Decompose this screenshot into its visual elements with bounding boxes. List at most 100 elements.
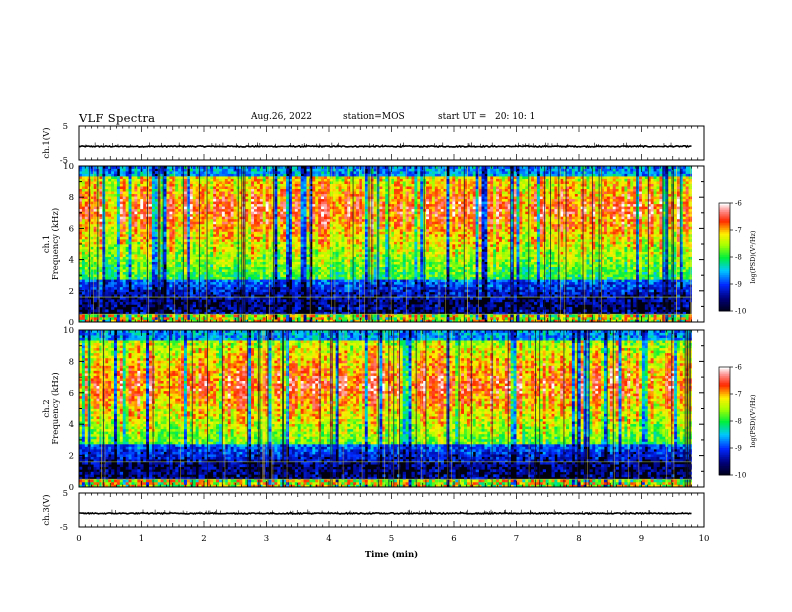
spectrogram-cell — [137, 194, 140, 197]
spectrogram-cell — [143, 226, 146, 229]
spectrogram-cell — [126, 184, 129, 187]
spectrogram-cell — [132, 264, 135, 267]
spectrogram-cell — [108, 317, 111, 320]
spectrogram-cell — [143, 289, 146, 292]
spectrogram-cell — [105, 254, 108, 257]
spectrogram-cell — [134, 282, 137, 285]
spectrogram-cell — [167, 211, 170, 214]
spectrogram-cell — [155, 274, 158, 277]
spectrogram-cell — [155, 314, 158, 317]
spectrogram-cell — [140, 196, 143, 199]
spectrogram-cell — [105, 289, 108, 292]
spectrogram-cell — [155, 247, 158, 250]
spectrogram-cell — [134, 289, 137, 292]
spectrogram-cell — [94, 239, 97, 242]
spectrogram-cell — [126, 287, 129, 290]
spectrogram-cell — [167, 252, 170, 255]
spectrogram-cell — [123, 252, 126, 255]
spectrogram-cell — [85, 206, 88, 209]
spectrogram-cell — [108, 272, 111, 275]
spectrogram-cell — [149, 229, 152, 232]
spectrogram-cell — [155, 176, 158, 179]
spectrogram-cell — [155, 199, 158, 202]
spectrogram-cell — [82, 184, 85, 187]
spectrogram-cell — [94, 262, 97, 265]
spectrogram-cell — [111, 314, 114, 317]
spectrogram-cell — [120, 287, 123, 290]
spectrogram-cell — [134, 179, 137, 182]
spectrogram-cell — [105, 267, 108, 270]
spectrogram-cell — [126, 299, 129, 302]
spectrogram-cell — [105, 236, 108, 239]
spectrogram-cell — [117, 216, 120, 219]
spectrogram-cell — [140, 254, 143, 257]
spectrogram-cell — [137, 184, 140, 187]
spectrogram-cell — [117, 239, 120, 242]
spectrogram-cell — [123, 299, 126, 302]
spectrogram-cell — [140, 189, 143, 192]
spectrogram-cell — [117, 181, 120, 184]
spectrogram-cell — [105, 214, 108, 217]
spectrogram-cell — [117, 176, 120, 179]
spectrogram-cell — [126, 282, 129, 285]
spectrogram-cell — [117, 244, 120, 247]
spectrogram-cell — [132, 249, 135, 252]
spectrogram-cell — [143, 219, 146, 222]
spectrogram-cell — [85, 277, 88, 280]
spectrogram-cell — [111, 201, 114, 204]
spectrogram-cell — [137, 262, 140, 265]
spectrogram-cell — [111, 221, 114, 224]
spectrogram-cell — [164, 216, 167, 219]
spectrogram-cell — [108, 249, 111, 252]
spectrogram-cell — [123, 254, 126, 257]
spectrogram-cell — [164, 269, 167, 272]
spectrogram-cell — [137, 234, 140, 237]
spectrogram-cell — [155, 262, 158, 265]
spectrogram-cell — [85, 257, 88, 260]
spectrogram-cell — [134, 199, 137, 202]
spectrogram-cell — [134, 201, 137, 204]
spectrogram-cell — [152, 224, 155, 227]
spectrogram-cell — [129, 254, 132, 257]
spectrogram-cell — [134, 196, 137, 199]
spectrogram-cell — [111, 249, 114, 252]
spectrogram-cell — [140, 186, 143, 189]
spectrogram-cell — [134, 317, 137, 320]
spectrogram-cell — [99, 206, 102, 209]
spectrogram-cell — [149, 292, 152, 295]
spectrogram-cell — [140, 171, 143, 174]
spectrogram-cell — [105, 226, 108, 229]
spectrogram-cell — [82, 272, 85, 275]
spectrogram-cell — [126, 181, 129, 184]
spectrogram-cell — [143, 211, 146, 214]
spectrogram-cell — [155, 171, 158, 174]
spectrogram-cell — [94, 267, 97, 270]
spectrogram-cell — [143, 234, 146, 237]
spectrogram-cell — [123, 304, 126, 307]
spectrogram-cell — [164, 317, 167, 320]
spectrogram-cell — [114, 231, 117, 234]
spectrogram-cell — [114, 201, 117, 204]
spectrogram-cell — [117, 287, 120, 290]
spectrogram-cell — [149, 257, 152, 260]
spectrogram-cell — [117, 264, 120, 267]
spectrogram-cell — [94, 299, 97, 302]
spectrogram-cell — [143, 194, 146, 197]
spectrogram-cell — [82, 169, 85, 172]
spectrogram-cell — [134, 226, 137, 229]
spectrogram-cell — [152, 241, 155, 244]
spectrogram-cell — [164, 314, 167, 317]
spectrogram-cell — [132, 201, 135, 204]
spectrogram-cell — [143, 262, 146, 265]
spectrogram-cell — [129, 169, 132, 172]
spectrogram-cell — [120, 231, 123, 234]
spectrogram-cell — [167, 249, 170, 252]
spectrogram-cell — [132, 209, 135, 212]
spectrogram-cell — [123, 264, 126, 267]
spectrogram-cell — [149, 224, 152, 227]
spectrogram-cell — [134, 191, 137, 194]
spectrogram-cell — [129, 234, 132, 237]
spectrogram-cell — [126, 224, 129, 227]
spectrogram-cell — [129, 236, 132, 239]
spectrogram-cell — [152, 184, 155, 187]
